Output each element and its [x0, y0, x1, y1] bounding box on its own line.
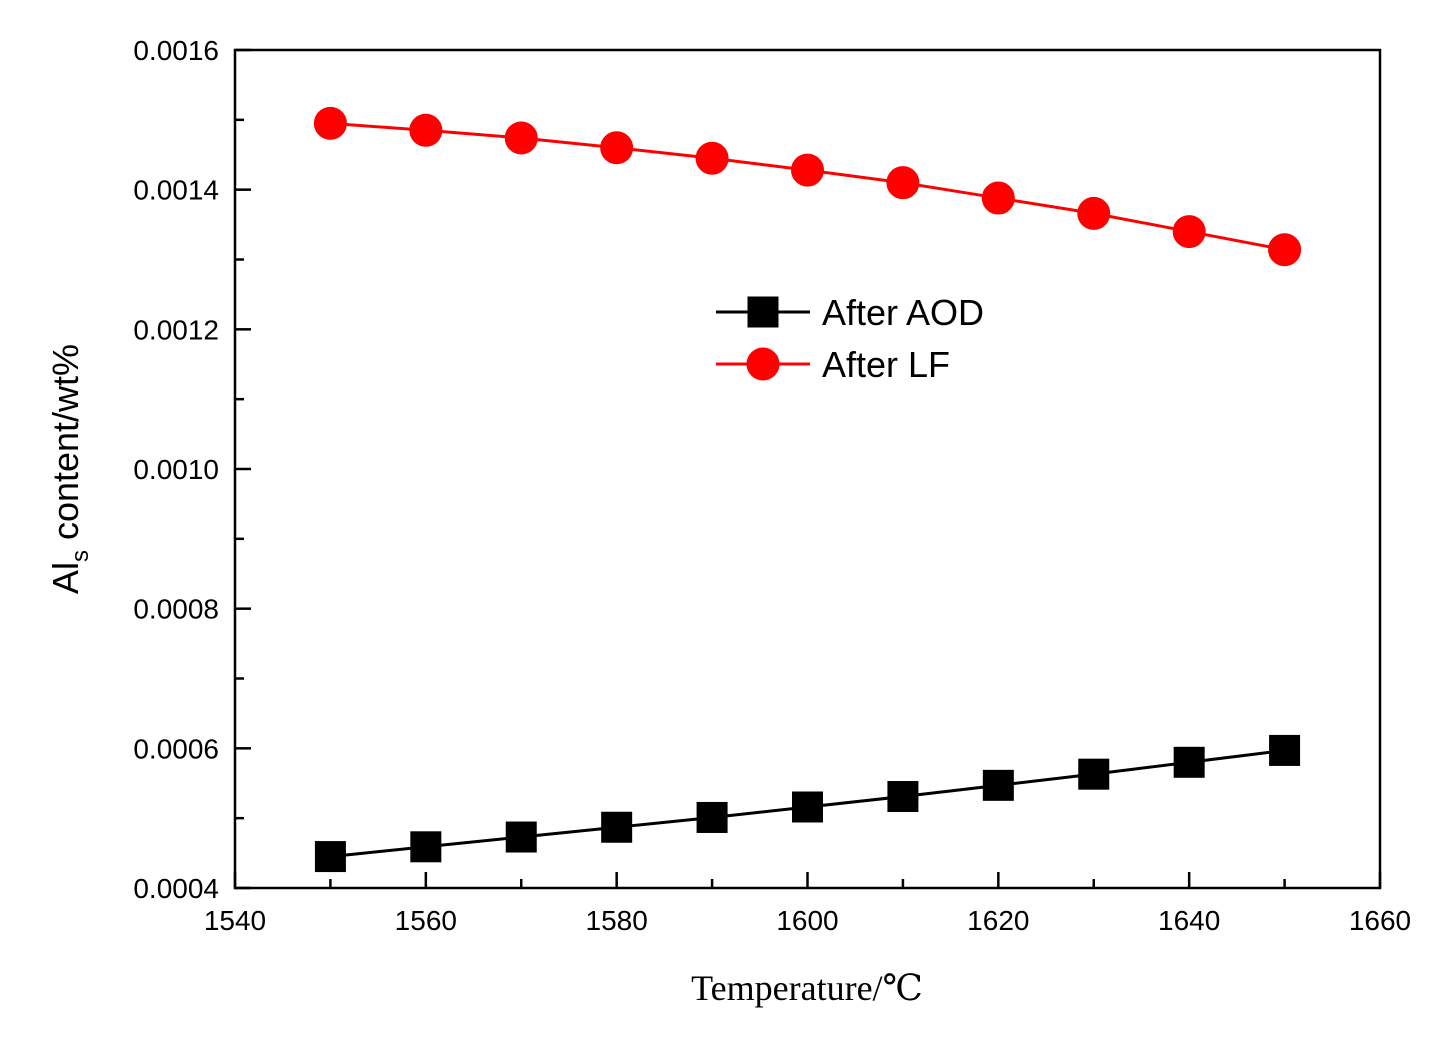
- data-point: [887, 781, 919, 813]
- data-point: [695, 141, 729, 175]
- data-point: [601, 811, 633, 843]
- legend-marker: [746, 347, 780, 381]
- y-tick-label: 0.0004: [133, 873, 219, 904]
- y-tick-label: 0.0008: [133, 594, 219, 625]
- data-point: [1173, 746, 1205, 778]
- data-point: [505, 821, 537, 853]
- x-tick-label: 1560: [395, 905, 457, 936]
- data-point: [600, 131, 634, 165]
- data-point: [1268, 233, 1302, 267]
- legend-label: After AOD: [822, 292, 984, 333]
- y-axis-label-main: Al: [45, 562, 86, 594]
- y-tick-label: 0.0016: [133, 35, 219, 66]
- data-point: [1078, 758, 1110, 790]
- y-tick-label: 0.0010: [133, 454, 219, 485]
- series-1: [314, 734, 1301, 873]
- axis-ticks: 1540 1560 1580 1600 1620 1640 1660 0.0004 0.0006…: [133, 35, 1411, 936]
- data-point: [409, 113, 443, 147]
- legend-label: After LF: [822, 344, 950, 385]
- data-point: [696, 801, 728, 833]
- y-tick-label: 0.0012: [133, 314, 219, 345]
- legend-entry: After AOD: [716, 292, 984, 333]
- data-point: [410, 831, 442, 863]
- x-tick-label: 1580: [586, 905, 648, 936]
- x-axis-label: Temperature/℃: [691, 968, 923, 1008]
- legend-marker: [747, 296, 779, 328]
- data-point: [313, 106, 347, 140]
- data-point: [1172, 215, 1206, 249]
- data-point: [792, 791, 823, 823]
- legend: After AOD After LF: [716, 292, 984, 385]
- data-point: [504, 121, 538, 155]
- x-tick-label: 1540: [204, 905, 266, 936]
- series-layer: [313, 106, 1302, 873]
- x-tick-label: 1620: [967, 905, 1029, 936]
- legend-entry: After LF: [716, 344, 950, 385]
- data-point: [981, 181, 1015, 215]
- y-axis-label-rest: content/wt%: [45, 344, 86, 550]
- data-point: [1269, 734, 1301, 766]
- x-tick-label: 1660: [1349, 905, 1411, 936]
- y-axis-label-subscript: s: [67, 550, 94, 562]
- y-tick-label: 0.0006: [133, 733, 219, 764]
- y-axis-label: Als content/wt%: [45, 344, 94, 594]
- data-point: [1077, 196, 1111, 230]
- x-tick-label: 1600: [776, 905, 838, 936]
- y-tick-label: 0.0014: [133, 175, 219, 206]
- data-point: [886, 166, 920, 200]
- data-point: [982, 769, 1014, 801]
- series-2: [313, 106, 1302, 267]
- data-point: [791, 153, 824, 187]
- data-point: [314, 841, 346, 873]
- x-tick-label: 1640: [1158, 905, 1220, 936]
